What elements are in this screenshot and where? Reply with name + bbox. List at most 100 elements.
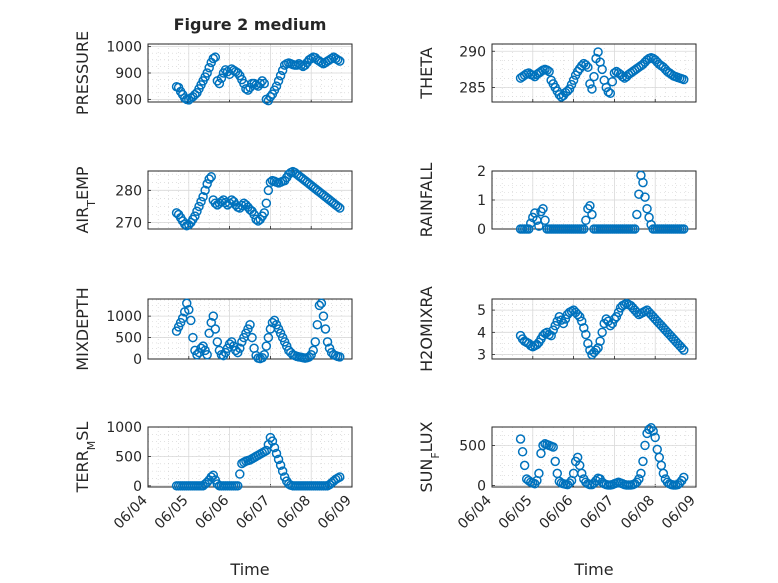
data-point [605, 88, 616, 99]
y-tick-label: 280 [115, 183, 142, 199]
data-point [184, 304, 194, 315]
data-point [273, 76, 284, 86]
data-point [640, 440, 650, 451]
data-point [194, 201, 204, 212]
data-point [332, 201, 343, 212]
data-point [204, 62, 214, 73]
data-point [214, 78, 225, 89]
data-point [275, 460, 286, 470]
data-point [581, 329, 591, 340]
data-point [581, 60, 591, 70]
data-point [312, 319, 323, 330]
data-point [233, 481, 243, 491]
data-point [597, 64, 607, 75]
data-point [316, 57, 327, 68]
data-point [255, 78, 265, 89]
axes-border [147, 43, 353, 103]
panel-mixdepth: 0 500 1000 MIXDEPTH [73, 287, 353, 371]
data-point [595, 336, 605, 346]
data-point [515, 434, 526, 444]
x-axis-label: Time [573, 560, 613, 579]
data-point [593, 343, 603, 353]
data-point [564, 84, 575, 94]
panel-rainfall: 0 1 2 RAINFALL [417, 163, 697, 238]
data-point [574, 312, 585, 322]
data-point [542, 65, 552, 75]
data-point [640, 192, 650, 202]
y-axis-label: THETA [417, 47, 436, 99]
y-tick-label: 0 [133, 479, 142, 495]
data-point [517, 447, 528, 457]
data-point [241, 84, 251, 94]
y-tick-label: 4 [477, 325, 486, 341]
data-point [607, 318, 618, 329]
data-point [335, 56, 345, 66]
data-point [235, 343, 245, 354]
data-point [583, 338, 593, 349]
data-point [322, 337, 333, 347]
y-tick-label: 3 [477, 348, 486, 364]
data-point [676, 343, 687, 353]
data-point [611, 312, 622, 322]
data-point [534, 221, 544, 231]
data-point [581, 215, 591, 226]
data-point [247, 332, 257, 343]
data-point [585, 201, 595, 211]
data-point [613, 307, 624, 318]
data-point [679, 345, 689, 355]
data-point [259, 78, 270, 89]
data-point [605, 320, 616, 331]
data-point [630, 224, 640, 234]
data-point [261, 445, 272, 456]
data-point [277, 466, 288, 476]
data-point [210, 52, 221, 62]
data-point [306, 53, 316, 64]
panel-h2omixra: 3 4 5 H2OMIXRA [417, 286, 697, 372]
y-tick-label: 270 [115, 216, 142, 232]
data-point [577, 61, 587, 71]
data-point [603, 87, 614, 97]
data-point [259, 349, 270, 360]
y-axis-label-rest: SL [73, 422, 92, 441]
data-point [271, 448, 282, 459]
data-point [265, 91, 276, 102]
data-point [326, 53, 337, 64]
y-tick-label: 500 [115, 331, 142, 347]
data-point [332, 55, 343, 65]
data-point [335, 472, 345, 482]
data-point [208, 53, 219, 64]
data-point [538, 203, 548, 214]
data-point [210, 198, 221, 208]
y-tick-label: 1 [477, 193, 486, 209]
data-point [261, 341, 272, 351]
data-point [609, 68, 620, 78]
data-point [566, 79, 577, 90]
data-point [591, 345, 601, 355]
data-point [579, 224, 589, 234]
data-point [523, 224, 534, 234]
data-point [237, 200, 247, 211]
data-point [597, 327, 607, 338]
data-point [186, 315, 196, 326]
axes-border [147, 298, 353, 360]
data-point [548, 442, 558, 452]
data-point [245, 319, 255, 330]
data-point [320, 324, 331, 334]
data-point [269, 442, 280, 453]
data-point [198, 192, 208, 202]
y-tick-label: 800 [115, 92, 142, 108]
data-point [277, 65, 288, 76]
figure-title: Figure 2 medium [174, 15, 327, 34]
y-tick-label: 285 [459, 81, 486, 97]
y-axis-label-subscript: M [85, 441, 98, 451]
data-point [638, 456, 648, 467]
y-tick-label: 1000 [106, 309, 142, 325]
data-point [310, 337, 321, 347]
data-point [609, 314, 620, 324]
data-point [636, 468, 646, 479]
data-point [679, 74, 689, 85]
y-axis-label: H2OMIXRA [417, 286, 436, 372]
data-point [202, 349, 212, 360]
